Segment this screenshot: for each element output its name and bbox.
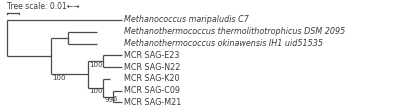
Text: 99: 99 xyxy=(104,97,113,103)
Text: MCR SAG-C09: MCR SAG-C09 xyxy=(124,86,180,95)
Text: MCR SAG-N22: MCR SAG-N22 xyxy=(124,63,180,72)
Text: MCR SAG-M21: MCR SAG-M21 xyxy=(124,98,181,107)
Text: 100: 100 xyxy=(89,88,103,94)
Text: MCR SAG-E23: MCR SAG-E23 xyxy=(124,51,180,60)
Text: Methanothermococcus okinawensis IH1 uid51535: Methanothermococcus okinawensis IH1 uid5… xyxy=(124,39,323,48)
Text: Methanothermococcus thermolithotrophicus DSM 2095: Methanothermococcus thermolithotrophicus… xyxy=(124,27,345,36)
Text: MCR SAG-K20: MCR SAG-K20 xyxy=(124,74,180,83)
Text: 100: 100 xyxy=(52,75,65,81)
Text: Methanococcus maripaludis C7: Methanococcus maripaludis C7 xyxy=(124,15,249,24)
Text: Tree scale: 0.01←→: Tree scale: 0.01←→ xyxy=(7,2,80,11)
Text: 6: 6 xyxy=(113,96,118,102)
Text: 100: 100 xyxy=(89,62,103,68)
